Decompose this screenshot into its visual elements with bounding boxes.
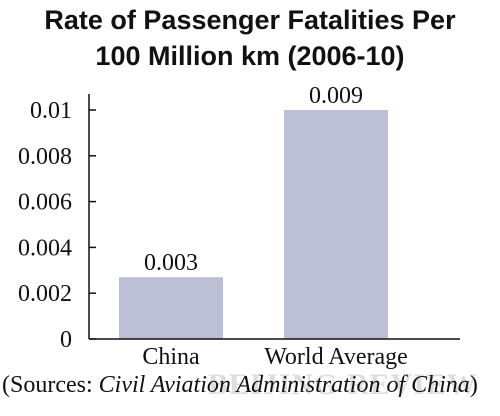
source-note: (Sources: Civil Aviation Administration … [2,372,500,399]
source-suffix: ) [469,372,478,398]
chart-title-line-2: 100 Million km (2006-10) [95,41,405,71]
y-tick-label-3: 0.006 [18,190,72,216]
bar-0 [119,277,223,339]
chart-title-line-1: Rate of Passenger Fatalities Per [44,5,456,35]
data-label-1: 0.009 [309,83,363,109]
y-tick-label-4: 0.008 [18,144,72,170]
y-tick-label-5: 0.01 [30,98,72,124]
bar-1 [284,110,388,339]
y-tick-label-2: 0.004 [18,235,72,261]
y-tick-label-0: 0 [60,327,72,353]
source-name: Civil Aviation Administration of China [98,372,470,398]
data-label-0: 0.003 [144,250,198,276]
x-category-label-1: World Average [264,344,408,370]
x-category-label-0: China [142,344,200,370]
y-tick-label-1: 0.002 [18,281,72,307]
source-prefix: (Sources: [2,372,99,398]
